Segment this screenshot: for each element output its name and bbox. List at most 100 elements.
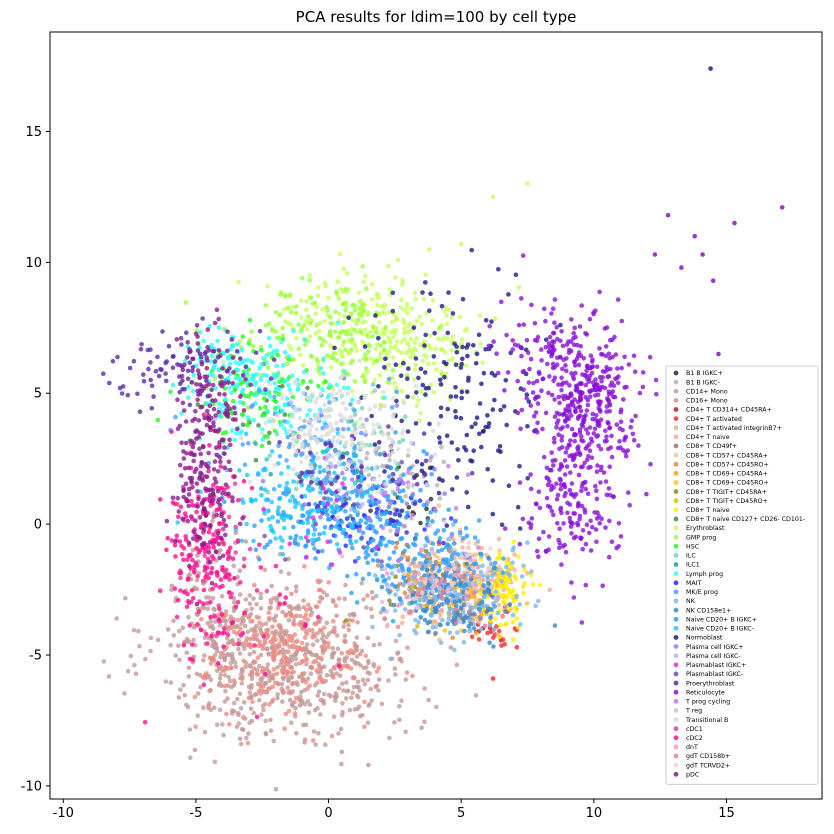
data-point <box>398 305 404 311</box>
data-point <box>194 509 199 515</box>
data-point <box>395 508 400 513</box>
data-point <box>185 395 191 401</box>
data-point <box>174 614 180 620</box>
data-point <box>137 643 142 649</box>
data-point <box>431 428 436 434</box>
data-point <box>257 542 262 548</box>
data-point <box>349 464 355 469</box>
data-point <box>135 391 140 397</box>
data-point <box>413 356 419 361</box>
data-point <box>315 293 321 299</box>
data-point <box>257 663 262 669</box>
data-point <box>225 556 231 562</box>
data-point <box>310 628 315 633</box>
data-point <box>322 524 328 530</box>
data-point <box>180 625 186 631</box>
data-point <box>383 543 389 548</box>
data-point <box>391 334 396 340</box>
data-point <box>356 684 361 690</box>
data-point <box>640 384 646 390</box>
data-point <box>406 342 412 348</box>
data-point <box>304 662 309 667</box>
data-point <box>395 447 401 452</box>
data-point <box>359 465 364 470</box>
data-point <box>293 408 298 414</box>
data-point <box>237 399 243 405</box>
data-point <box>422 573 427 578</box>
data-point <box>316 536 321 542</box>
data-point <box>350 429 356 434</box>
data-point <box>258 486 264 491</box>
data-point <box>428 496 434 502</box>
data-point <box>226 514 232 520</box>
data-point <box>403 515 409 520</box>
data-point <box>364 332 370 338</box>
data-point <box>296 322 301 327</box>
data-point <box>414 390 419 395</box>
data-point <box>298 613 303 619</box>
data-point <box>291 669 297 675</box>
data-point <box>338 375 343 381</box>
data-point <box>233 375 238 381</box>
data-point <box>276 404 281 410</box>
data-point <box>330 438 336 444</box>
data-point <box>373 346 379 352</box>
data-point <box>387 349 392 354</box>
data-point <box>533 501 539 507</box>
data-point <box>547 374 552 379</box>
data-point <box>291 357 297 363</box>
data-point <box>545 503 551 509</box>
data-point <box>267 394 273 399</box>
data-point <box>323 441 329 447</box>
data-point <box>594 469 600 475</box>
data-point <box>414 403 420 409</box>
data-point <box>354 348 360 354</box>
data-point <box>393 592 398 597</box>
data-point <box>266 336 272 341</box>
data-point <box>316 730 321 736</box>
data-point <box>305 538 311 544</box>
data-point <box>464 590 470 595</box>
data-point <box>584 408 590 413</box>
data-point <box>249 676 255 681</box>
data-point <box>367 407 373 412</box>
data-point <box>432 467 437 472</box>
data-point <box>364 547 370 552</box>
data-point <box>391 355 396 360</box>
data-point <box>351 502 357 507</box>
data-point <box>341 688 346 693</box>
data-point <box>365 635 371 641</box>
data-point <box>165 627 171 632</box>
data-point <box>343 582 348 588</box>
data-point <box>361 597 366 602</box>
data-point <box>310 541 316 546</box>
data-point <box>343 497 348 502</box>
data-point <box>557 400 562 406</box>
data-point <box>294 644 299 650</box>
data-point <box>222 672 228 678</box>
data-point <box>452 541 457 546</box>
data-point <box>393 275 398 280</box>
data-point <box>247 479 253 485</box>
data-point <box>369 590 375 595</box>
data-point <box>239 347 245 353</box>
data-point <box>447 574 453 580</box>
data-point <box>549 450 554 455</box>
data-point <box>323 424 328 430</box>
data-point <box>151 394 156 399</box>
data-point <box>373 313 378 318</box>
data-point <box>287 292 293 298</box>
data-point <box>439 608 445 613</box>
data-point <box>361 545 366 550</box>
data-point <box>295 387 301 392</box>
data-point <box>525 540 530 545</box>
data-point <box>389 438 394 443</box>
data-point <box>273 680 278 685</box>
data-point <box>198 627 204 633</box>
data-point <box>416 571 422 577</box>
data-point <box>342 656 348 661</box>
data-point <box>418 580 423 586</box>
data-point <box>157 497 163 502</box>
data-point <box>527 366 532 372</box>
data-point <box>356 704 362 710</box>
